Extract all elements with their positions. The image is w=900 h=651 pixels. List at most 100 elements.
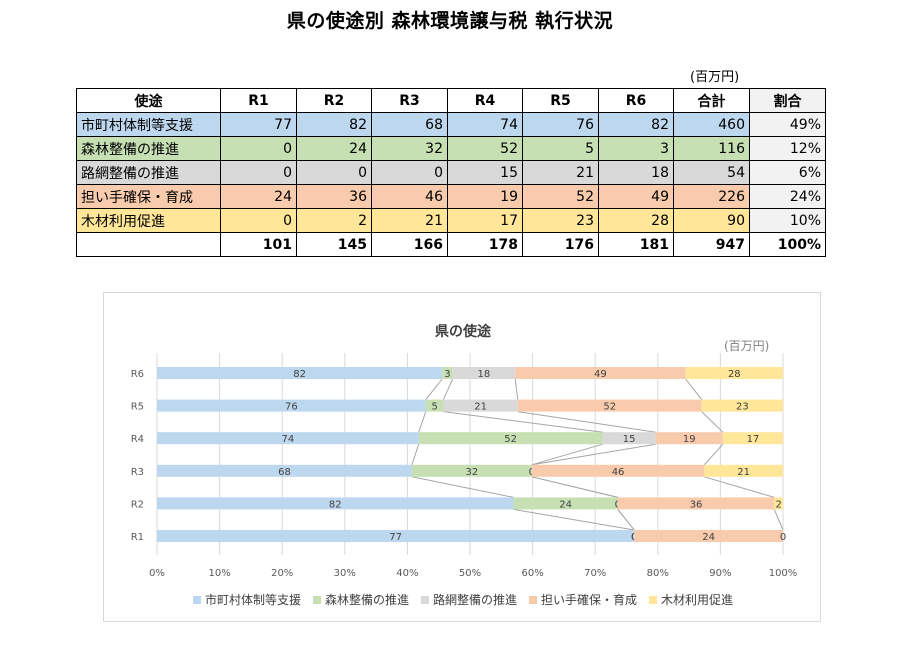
x-tick-label: 40% (396, 568, 418, 579)
bar-segment (452, 367, 516, 379)
bar-segment (634, 530, 783, 542)
x-tick-label: 60% (521, 568, 543, 579)
cell-value: 21 (371, 208, 448, 233)
x-tick-label: 100% (769, 568, 798, 579)
series-line (531, 443, 656, 466)
bar-segment (443, 399, 518, 412)
bar-segment (157, 432, 419, 445)
chart-unit-label: (百万円) (724, 339, 770, 353)
chart-area: 0%10%20%30%40%50%60%70%80%90%100%R177002… (103, 292, 821, 622)
cell-total: 116 (673, 136, 750, 161)
table-row: 木材利用促進 0 2 21 17 23 28 90 10% (76, 208, 826, 233)
chart-legend: 市町村体制等支援 森林整備の推進 路網整備の推進 担い手確保・育成 木材利用促進 (104, 591, 822, 608)
header-r6: R6 (598, 88, 674, 113)
cell-value: 24 (296, 136, 372, 161)
bar-segment (685, 367, 783, 379)
cell-value: 0 (220, 136, 297, 161)
series-line (411, 444, 420, 465)
cell-value: 0 (371, 160, 448, 185)
x-tick-label: 70% (584, 568, 606, 579)
legend-swatch (529, 596, 537, 604)
cell-value: 32 (371, 136, 448, 161)
cell-value: 23 (522, 208, 599, 233)
bar-segment (722, 432, 783, 445)
table-row: 担い手確保・育成 24 36 46 19 52 49 226 24% (76, 184, 826, 209)
series-line (704, 476, 775, 498)
cell-share: 6% (749, 160, 826, 185)
bar-segment (157, 367, 443, 379)
cell-value: 68 (371, 112, 448, 137)
bar-segment (774, 497, 783, 510)
x-tick-label: 20% (271, 568, 293, 579)
grand-total: 947 (673, 232, 750, 257)
series-line (685, 378, 703, 400)
bar-segment (157, 497, 514, 510)
series-line (773, 509, 784, 531)
header-total: 合計 (673, 88, 750, 113)
cell-value: 36 (296, 184, 372, 209)
data-label: 2 (775, 499, 781, 510)
legend-item: 市町村体制等支援 (192, 591, 301, 608)
page-title: 県の使途別 森林環境譲与税 執行状況 (286, 10, 614, 32)
total-value: 145 (296, 232, 372, 257)
x-tick-label: 0% (149, 568, 165, 579)
data-label: 24 (559, 499, 572, 510)
cell-total: 460 (673, 112, 750, 137)
table-row: 市町村体制等支援 77 82 68 74 76 82 460 49% (76, 112, 826, 137)
legend-swatch (312, 596, 321, 604)
cell-value: 52 (522, 184, 599, 209)
data-label: 46 (612, 467, 625, 478)
legend-item: 路網整備の推進 (420, 591, 517, 608)
legend-item: 担い手確保・育成 (529, 591, 637, 608)
cell-value: 0 (296, 160, 372, 185)
bar-segment (425, 399, 444, 412)
total-value: 101 (220, 232, 297, 257)
data-label: 5 (431, 402, 437, 413)
legend-item: 木材利用促進 (649, 591, 733, 608)
data-label: 52 (603, 402, 616, 413)
total-value: 176 (522, 232, 599, 257)
data-label: 32 (466, 467, 479, 478)
header-r2: R2 (296, 88, 372, 113)
cell-share: 49% (749, 112, 826, 137)
header-share: 割合 (749, 88, 826, 113)
bar-segment (157, 530, 635, 542)
row-label: 木材利用促進 (76, 208, 221, 233)
bar-segment (418, 432, 603, 445)
grand-share: 100% (749, 232, 826, 257)
y-category-label: R6 (131, 369, 144, 380)
bar-segment (704, 464, 783, 477)
row-label: 路網整備の推進 (76, 160, 221, 185)
series-line (617, 509, 635, 531)
series-line (701, 411, 724, 433)
series-line (531, 476, 618, 498)
bar-segment (513, 497, 618, 510)
cell-value: 5 (522, 136, 599, 161)
cell-value: 82 (598, 112, 674, 137)
data-label: 28 (728, 369, 741, 380)
series-line (703, 443, 724, 466)
cell-value: 82 (296, 112, 372, 137)
bar-segment (411, 464, 532, 477)
cell-value: 46 (371, 184, 448, 209)
series-line (411, 476, 514, 498)
legend-label: 木材利用促進 (661, 593, 734, 607)
data-label: 15 (623, 434, 636, 445)
bar-segment (701, 399, 783, 412)
x-tick-label: 50% (459, 568, 481, 579)
cell-value: 77 (220, 112, 297, 137)
x-tick-label: 80% (647, 568, 669, 579)
series-line (418, 411, 427, 433)
series-line (531, 443, 603, 466)
data-label: 24 (702, 532, 715, 543)
y-category-label: R3 (131, 467, 144, 478)
cell-value: 15 (447, 160, 523, 185)
row-label: 森林整備の推進 (76, 136, 221, 161)
bar-segment (515, 367, 686, 379)
cell-value: 3 (598, 136, 674, 161)
legend-label: 担い手確保・育成 (541, 593, 638, 607)
legend-swatch (192, 596, 201, 604)
cell-value: 74 (447, 112, 523, 137)
legend-label: 森林整備の推進 (324, 593, 409, 607)
legend-label: 市町村体制等支援 (204, 593, 301, 607)
